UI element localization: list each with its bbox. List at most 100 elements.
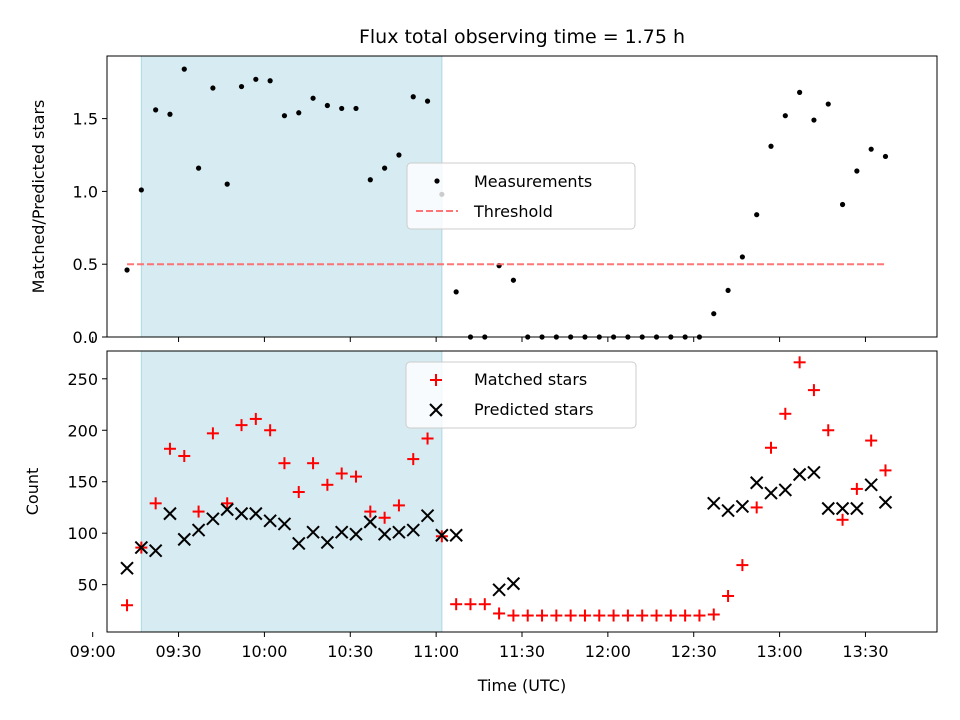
- measurements-point: [324, 102, 330, 109]
- matched-stars-point: [722, 589, 735, 602]
- predicted-stars-point: [163, 506, 177, 521]
- x-axis-label: Time (UTC): [477, 676, 566, 695]
- predicted-stars-point: [363, 515, 378, 529]
- legend-marker-matched: [430, 374, 442, 386]
- matched-stars-point: [278, 457, 291, 470]
- matched-stars-point: [221, 497, 234, 510]
- matched-stars-point: [163, 442, 176, 455]
- measurements-point: [281, 113, 288, 119]
- predicted-stars-point: [206, 512, 220, 526]
- count-panel: 50 100 150 200 250 09:00 09:30 10:00 10:30 11:00…: [23, 350, 938, 695]
- count-y-tick-label: 50: [78, 576, 98, 595]
- predicted-stars-point: [807, 465, 821, 480]
- matched-stars-point: [292, 486, 305, 499]
- measurements-point: [754, 212, 760, 218]
- matched-stars-point: [822, 424, 835, 437]
- predicted-stars-point: [392, 525, 406, 539]
- ratio-y-tick-label: 1.0: [73, 182, 98, 201]
- count-x-tick-label: 10:00: [241, 642, 287, 661]
- matched-stars-point: [350, 470, 362, 483]
- matched-stars-point: [750, 501, 763, 514]
- count-x-tick-label: 11:30: [499, 642, 545, 661]
- measurements-point: [424, 98, 431, 104]
- predicted-stars-point: [492, 583, 506, 597]
- matched-stars-point: [679, 609, 692, 622]
- predicted-stars-point: [177, 532, 191, 547]
- predicted-stars-point: [148, 543, 163, 558]
- count-axes-frame: [106, 350, 938, 633]
- matched-stars-point: [779, 407, 792, 420]
- measurements-point: [453, 289, 459, 295]
- measurements-point: [382, 165, 388, 171]
- ratio-panel: 0.0 0.5 1.0 1.5 Flux total observing time =…: [29, 26, 938, 347]
- matched-stars-point: [178, 449, 191, 462]
- count-x-tick-label: 11:00: [413, 642, 459, 661]
- measurements-point: [739, 254, 745, 260]
- predicted-stars-point: [764, 486, 778, 500]
- predicted-stars-point: [735, 499, 750, 514]
- predicted-stars-point: [449, 528, 463, 542]
- matched-stars-point: [450, 598, 463, 611]
- measurements-point: [153, 107, 159, 113]
- count-x-tick-label: 09:30: [155, 642, 201, 661]
- predicted-stars-point: [878, 495, 893, 510]
- matched-stars-point: [736, 559, 749, 572]
- matched-stars-point: [621, 609, 634, 622]
- count-x-tick-label: 12:00: [585, 642, 631, 661]
- predicted-stars-point: [120, 561, 134, 575]
- predicted-stars-point: [220, 502, 234, 517]
- ratio-y-axis-label: Matched/Predicted stars: [29, 100, 48, 294]
- measurements-point: [267, 78, 273, 84]
- predicted-stars-point: [406, 523, 420, 537]
- predicted-stars-point: [506, 576, 521, 591]
- ratio-axes-frame: [106, 55, 938, 338]
- legend-label-predicted: Predicted stars: [474, 400, 594, 419]
- ratio-y-ticks: 0.0 0.5 1.0 1.5: [73, 110, 107, 347]
- matched-stars-point: [421, 432, 434, 445]
- measurements-point: [510, 277, 517, 283]
- predicted-stars-point: [134, 540, 149, 555]
- matched-stars-point: [121, 599, 134, 612]
- measurements-point: [353, 105, 359, 112]
- matched-stars-point: [307, 457, 320, 470]
- count-y-tick-label: 150: [67, 473, 98, 492]
- count-x-tick-label: 13:30: [842, 642, 888, 661]
- predicted-stars-point: [707, 496, 721, 511]
- measurements-point: [310, 95, 316, 101]
- matched-stars-point: [707, 608, 720, 621]
- measurements-point: [839, 201, 846, 208]
- measurements-point: [210, 85, 216, 91]
- measurements-point: [768, 143, 774, 149]
- chart-title: Flux total observing time = 1.75 h: [359, 26, 685, 48]
- predicted-stars-point: [749, 476, 764, 490]
- matched-stars-point: [364, 505, 377, 518]
- matched-stars-point: [564, 609, 577, 622]
- count-series: [120, 356, 893, 622]
- matched-stars-point: [493, 607, 506, 620]
- matched-stars-point: [593, 609, 606, 622]
- predicted-stars-point: [249, 506, 263, 521]
- legend-label-threshold: Threshold: [473, 202, 553, 221]
- measurements-point: [811, 117, 817, 123]
- predicted-stars-point: [277, 517, 292, 531]
- count-y-tick-label: 100: [67, 524, 98, 543]
- measurements-point: [782, 113, 788, 119]
- measurements-point: [138, 187, 144, 193]
- legend-label-matched: Matched stars: [474, 370, 587, 389]
- legend-marker-measurements: [434, 178, 440, 184]
- matched-stars-point: [249, 412, 262, 425]
- predicted-stars-point: [191, 523, 206, 537]
- matched-stars-point: [521, 609, 534, 622]
- count-legend-box: [405, 361, 637, 429]
- legend-label-measurements: Measurements: [474, 172, 592, 191]
- measurements-point: [296, 110, 302, 116]
- matched-stars-point: [650, 609, 663, 622]
- count-x-tick-label: 09:00: [70, 642, 116, 661]
- predicted-stars-point: [435, 528, 449, 542]
- measurements-point: [181, 66, 187, 72]
- predicted-stars-point: [234, 506, 249, 521]
- matched-stars-point: [850, 482, 863, 495]
- count-y-tick-label: 250: [67, 370, 98, 389]
- matched-stars-point: [235, 419, 248, 432]
